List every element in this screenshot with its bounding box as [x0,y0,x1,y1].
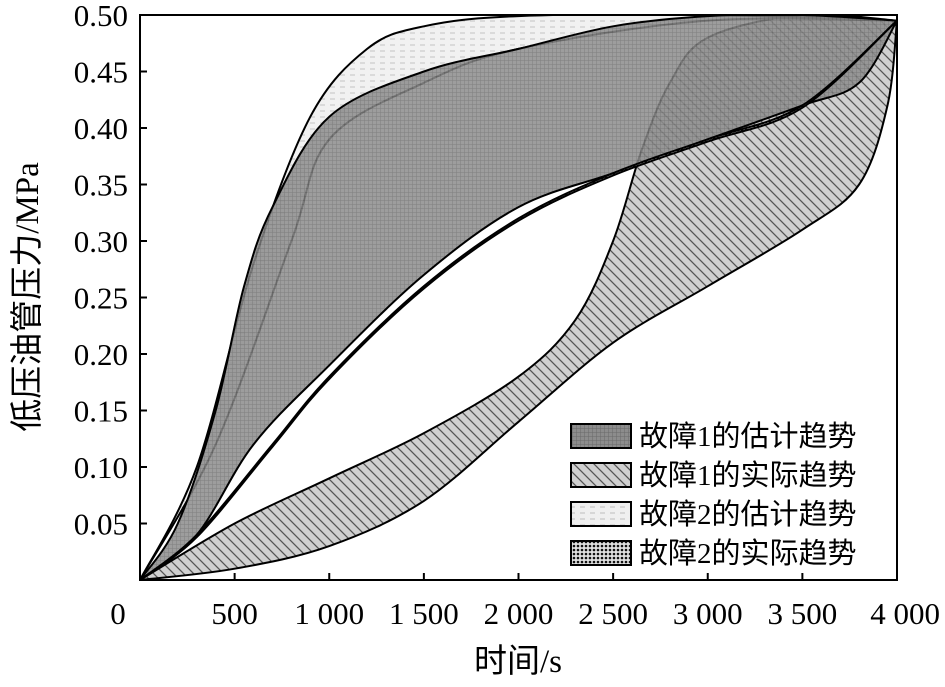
y-tick-label: 0.35 [74,168,128,203]
x-tick-label: 0 [110,596,126,631]
legend-swatch-fault1-actual [570,462,632,488]
band-fault1-estimated [140,15,897,580]
y-tick-label: 0.50 [74,0,128,33]
x-tick-label: 2 000 [484,596,554,631]
x-tick-label: 2 500 [578,596,648,631]
data-bands [140,15,897,580]
legend-swatch-fault2-estimated [570,501,632,527]
x-tick-label: 3 500 [768,596,838,631]
y-tick-label: 0.15 [74,394,128,429]
y-tick-label: 0.25 [74,281,128,316]
legend-label-fault1-actual: 故障1的实际趋势 [639,459,857,492]
band-fault2-actual-upper-edge [140,19,897,580]
y-tick-label: 0.30 [74,224,128,259]
legend-label-fault2-estimated: 故障2的估计趋势 [639,498,857,531]
legend-label-fault2-actual: 故障2的实际趋势 [639,537,857,570]
x-tick-label: 3 000 [673,596,743,631]
y-tick-label: 0.20 [74,337,128,372]
y-tick-label: 0.05 [74,507,128,542]
band-fault1-actual-lower-edge [140,20,897,580]
legend-swatch-fault2-actual [570,540,632,566]
legend-swatch-fault1-estimated [570,423,632,449]
x-tick-label: 1 500 [389,596,459,631]
band-fault1-actual [140,15,897,580]
legend-label-fault1-estimated: 故障1的估计趋势 [639,420,857,453]
y-axis-title: 低压油管压力/MPa [9,162,46,432]
y-tick-label: 0.45 [74,55,128,90]
y-tick-label: 0.10 [74,450,128,485]
x-tick-label: 1 000 [294,596,364,631]
x-axis: 0 500 1 000 1 500 2 000 2 500 3 000 3 500 4 000 [110,573,940,631]
x-axis-title: 时间/s [474,644,562,680]
x-tick-label: 500 [211,596,258,631]
y-tick-label: 0.40 [74,111,128,146]
band-fault2-estimated-upper-edge [140,15,897,580]
x-tick-label: 4 000 [870,596,940,631]
band-fault2-actual-lower-edge [140,19,897,580]
y-axis: 0.05 0.10 0.15 0.20 0.25 0.30 0.35 0.40 0.45 0.50 [74,0,147,542]
